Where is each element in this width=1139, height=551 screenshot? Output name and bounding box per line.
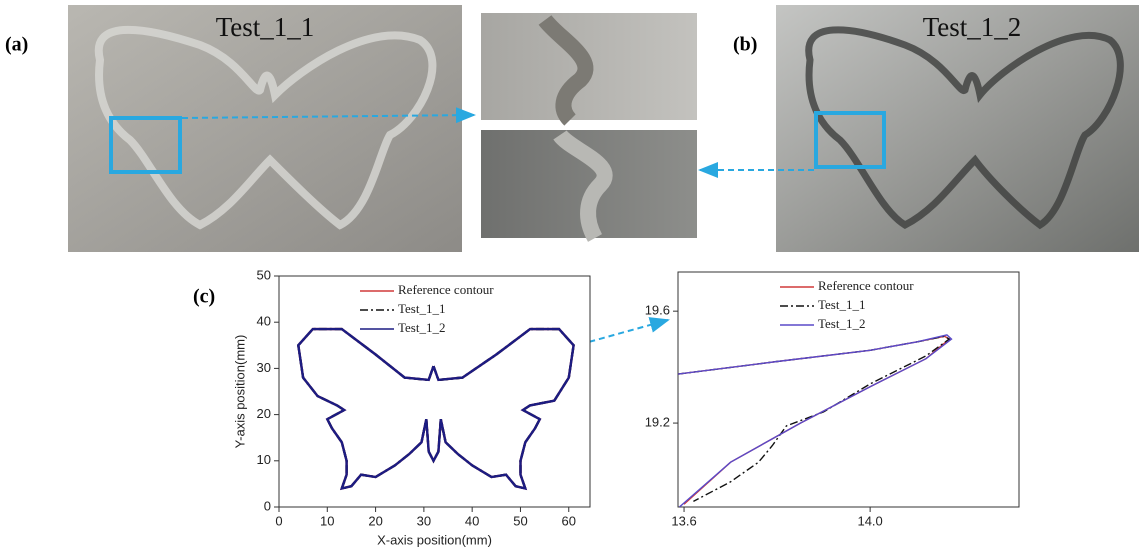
y-tick-label: 19.2	[645, 415, 670, 430]
photo-title: Test_1_2	[923, 12, 1022, 42]
legend-label: Test_1_2	[818, 316, 865, 331]
y-tick-label: 0	[264, 498, 271, 513]
panel-label: (c)	[193, 286, 215, 308]
legend-label: Test_1_2	[398, 320, 445, 335]
y-tick-label: 30	[257, 360, 271, 375]
x-axis-label: X-axis position(mm)	[377, 532, 492, 547]
panel-label: (a)	[5, 34, 28, 56]
legend-label: Test_1_1	[398, 301, 445, 316]
y-tick-label: 40	[257, 314, 271, 329]
x-tick-label: 10	[320, 513, 334, 528]
x-tick-label: 20	[368, 513, 382, 528]
y-axis-label: Y-axis position(mm)	[232, 335, 247, 449]
legend-label: Reference contour	[818, 278, 914, 293]
legend-label: Reference contour	[398, 282, 494, 297]
x-tick-label: 40	[465, 513, 479, 528]
x-tick-label: 13.6	[671, 513, 696, 528]
x-tick-label: 50	[513, 513, 527, 528]
x-tick-label: 14.0	[857, 513, 882, 528]
panel-label: (b)	[733, 34, 757, 56]
y-tick-label: 19.6	[645, 303, 670, 318]
figure: (a) (b) (c) Test_1_1 Test_1_2 0 10 20 30 40 5…	[0, 0, 1139, 551]
photo-title: Test_1_1	[216, 12, 315, 42]
x-tick-label: 60	[562, 513, 576, 528]
charts: 0 10 20 30 40 50 60 0 10 20 30 40 50 X-axis position(…	[232, 267, 1019, 547]
y-tick-label: 50	[257, 267, 271, 282]
x-tick-label: 0	[275, 513, 282, 528]
y-tick-label: 20	[257, 406, 271, 421]
legend-label: Test_1_1	[818, 297, 865, 312]
y-tick-label: 10	[257, 452, 271, 467]
x-tick-label: 30	[417, 513, 431, 528]
